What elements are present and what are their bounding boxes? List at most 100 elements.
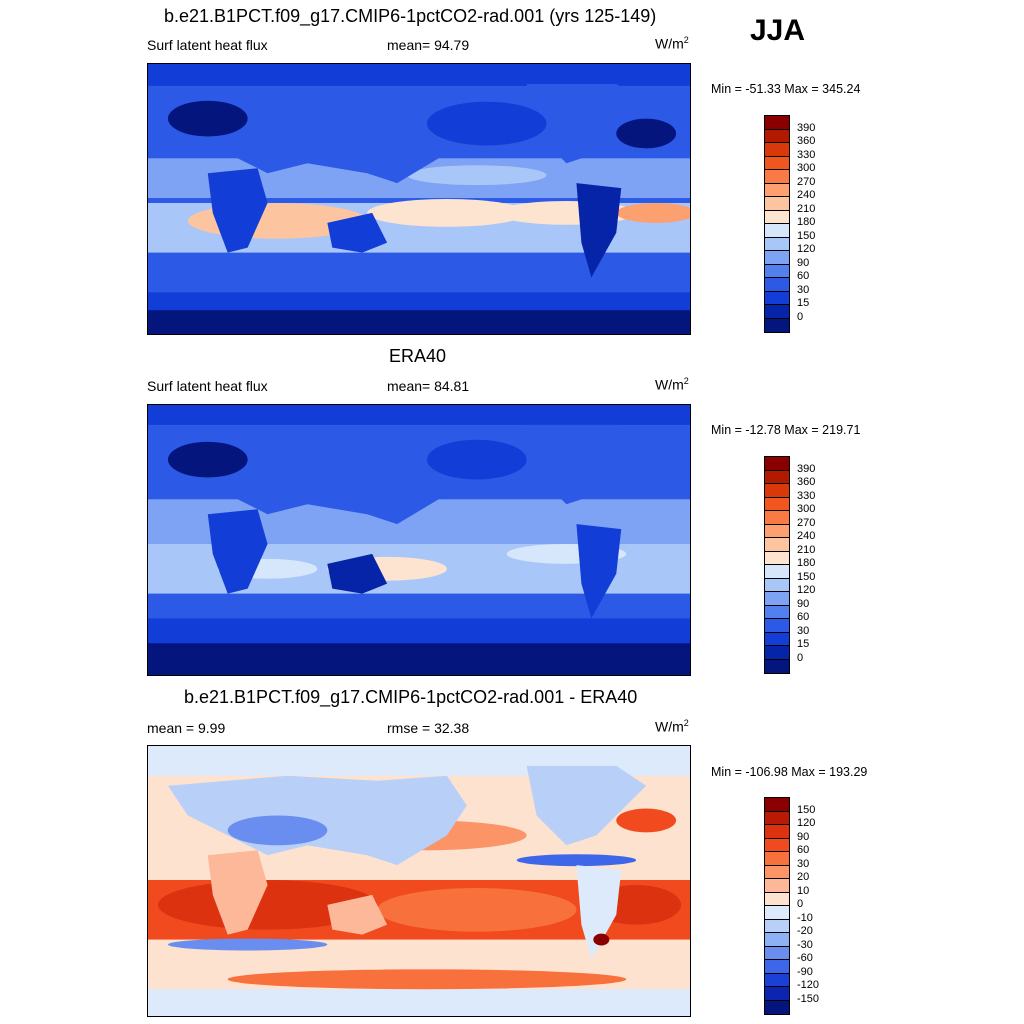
colorbar-swatch bbox=[765, 538, 789, 552]
panel2-mean-label: mean= 84.81 bbox=[387, 378, 470, 394]
colorbar-swatch bbox=[765, 457, 789, 471]
colorbar-tick-label: -30 bbox=[797, 938, 813, 951]
colorbar-tick-label: 240 bbox=[797, 189, 816, 201]
colorbar-tick-label: 150 bbox=[797, 229, 816, 242]
colorbar-tick-label: 390 bbox=[797, 462, 816, 475]
colorbar-swatch bbox=[765, 605, 789, 619]
colorbar-swatch bbox=[765, 170, 789, 184]
colorbar-tick-label: 150 bbox=[797, 570, 816, 583]
colorbar-tick-label: -20 bbox=[797, 925, 813, 937]
colorbar-tick-label: -90 bbox=[797, 965, 813, 978]
colorbar-swatch bbox=[765, 933, 789, 947]
panel1-map-canvas bbox=[148, 64, 690, 334]
colorbar-tick-label: 0 bbox=[797, 310, 804, 323]
colorbar-tick-label: 10 bbox=[797, 884, 810, 897]
colorbar-swatch bbox=[765, 565, 789, 579]
colorbar-swatch bbox=[765, 237, 789, 251]
colorbar-swatch bbox=[765, 497, 789, 511]
panel1-units: W/m2 bbox=[655, 35, 689, 52]
colorbar-swatch bbox=[765, 291, 789, 305]
colorbar-swatch bbox=[765, 278, 789, 292]
colorbar-tick-label: 210 bbox=[797, 543, 816, 556]
colorbar-tick-label: 30 bbox=[797, 624, 810, 637]
colorbar-swatch bbox=[765, 852, 789, 866]
colorbar-swatch bbox=[765, 659, 789, 673]
panel3-mean-label: mean = 9.99 bbox=[147, 720, 226, 736]
panel3-units: W/m2 bbox=[655, 718, 689, 735]
colorbar-tick-label: 300 bbox=[797, 503, 816, 515]
colorbar-swatch bbox=[765, 524, 789, 538]
panel2-map bbox=[147, 404, 691, 676]
panel3-minmax: Min = -106.98 Max = 193.29 bbox=[711, 765, 868, 779]
colorbar-tick-label: 360 bbox=[797, 135, 816, 147]
colorbar-swatch bbox=[765, 906, 789, 920]
colorbar-tick-label: 360 bbox=[797, 476, 816, 488]
panel1-mean-label: mean= 94.79 bbox=[387, 37, 470, 53]
colorbar-swatch bbox=[765, 224, 789, 238]
panel2-title: ERA40 bbox=[389, 346, 447, 366]
panel1-map bbox=[147, 63, 691, 335]
panel3-map bbox=[147, 745, 691, 1017]
colorbar-swatch bbox=[765, 865, 789, 879]
colorbar-tick-label: 15 bbox=[797, 297, 810, 309]
colorbar-swatch bbox=[765, 879, 789, 893]
colorbar-swatch bbox=[765, 892, 789, 906]
colorbar-tick-label: 0 bbox=[797, 651, 804, 664]
colorbar-swatch bbox=[765, 129, 789, 143]
colorbar-swatch bbox=[765, 116, 789, 130]
colorbar-swatch bbox=[765, 264, 789, 278]
colorbar-tick-label: 180 bbox=[797, 216, 816, 228]
panel1-minmax: Min = -51.33 Max = 345.24 bbox=[711, 82, 861, 96]
colorbar-tick-label: 180 bbox=[797, 557, 816, 569]
panel2-map-canvas bbox=[148, 405, 690, 675]
colorbar-tick-label: 30 bbox=[797, 283, 810, 296]
colorbar-swatch bbox=[765, 511, 789, 525]
colorbar-swatch bbox=[765, 973, 789, 987]
colorbar-tick-label: 60 bbox=[797, 611, 810, 623]
panel2-units: W/m2 bbox=[655, 376, 689, 393]
panel2-minmax: Min = -12.78 Max = 219.71 bbox=[711, 423, 861, 437]
colorbar-tick-label: 210 bbox=[797, 202, 816, 215]
colorbar-swatch bbox=[765, 811, 789, 825]
panel3-map-canvas bbox=[148, 746, 690, 1016]
colorbar-tick-label: -10 bbox=[797, 911, 813, 924]
colorbar-tick-label: 240 bbox=[797, 530, 816, 542]
colorbar-tick-label: 120 bbox=[797, 817, 816, 829]
colorbar-swatch bbox=[765, 987, 789, 1001]
panel1-colorbar bbox=[764, 115, 790, 333]
colorbar-tick-label: 0 bbox=[797, 898, 804, 910]
colorbar-swatch bbox=[765, 825, 789, 839]
colorbar-tick-label: 150 bbox=[797, 803, 816, 816]
colorbar-tick-label: 15 bbox=[797, 638, 810, 650]
panel3-colorbar bbox=[764, 797, 790, 1015]
colorbar-swatch bbox=[765, 197, 789, 211]
colorbar-swatch bbox=[765, 946, 789, 960]
colorbar-swatch bbox=[765, 578, 789, 592]
colorbar-swatch bbox=[765, 798, 789, 812]
colorbar-tick-label: 120 bbox=[797, 584, 816, 596]
colorbar-tick-label: 90 bbox=[797, 256, 810, 269]
panel2-variable-label: Surf latent heat flux bbox=[147, 378, 268, 394]
colorbar-tick-label: 120 bbox=[797, 243, 816, 255]
colorbar-swatch bbox=[765, 619, 789, 633]
colorbar-tick-label: 270 bbox=[797, 516, 816, 529]
colorbar-swatch bbox=[765, 960, 789, 974]
colorbar-swatch bbox=[765, 919, 789, 933]
colorbar-tick-label: 390 bbox=[797, 121, 816, 134]
colorbar-swatch bbox=[765, 646, 789, 660]
colorbar-swatch bbox=[765, 470, 789, 484]
colorbar-tick-label: 60 bbox=[797, 844, 810, 856]
colorbar-tick-label: 30 bbox=[797, 857, 810, 870]
colorbar-tick-label: -150 bbox=[797, 992, 820, 1005]
colorbar-tick-label: 330 bbox=[797, 148, 816, 161]
colorbar-swatch bbox=[765, 143, 789, 157]
colorbar-tick-label: 20 bbox=[797, 871, 810, 883]
colorbar-tick-label: -120 bbox=[797, 979, 820, 991]
colorbar-tick-label: 270 bbox=[797, 175, 816, 188]
colorbar-tick-label: -60 bbox=[797, 952, 813, 964]
colorbar-tick-label: 330 bbox=[797, 489, 816, 502]
colorbar-swatch bbox=[765, 592, 789, 606]
colorbar-tick-label: 90 bbox=[797, 830, 810, 843]
panel2-colorbar bbox=[764, 456, 790, 674]
panel3-title: b.e21.B1PCT.f09_g17.CMIP6-1pctCO2-rad.00… bbox=[184, 687, 638, 707]
